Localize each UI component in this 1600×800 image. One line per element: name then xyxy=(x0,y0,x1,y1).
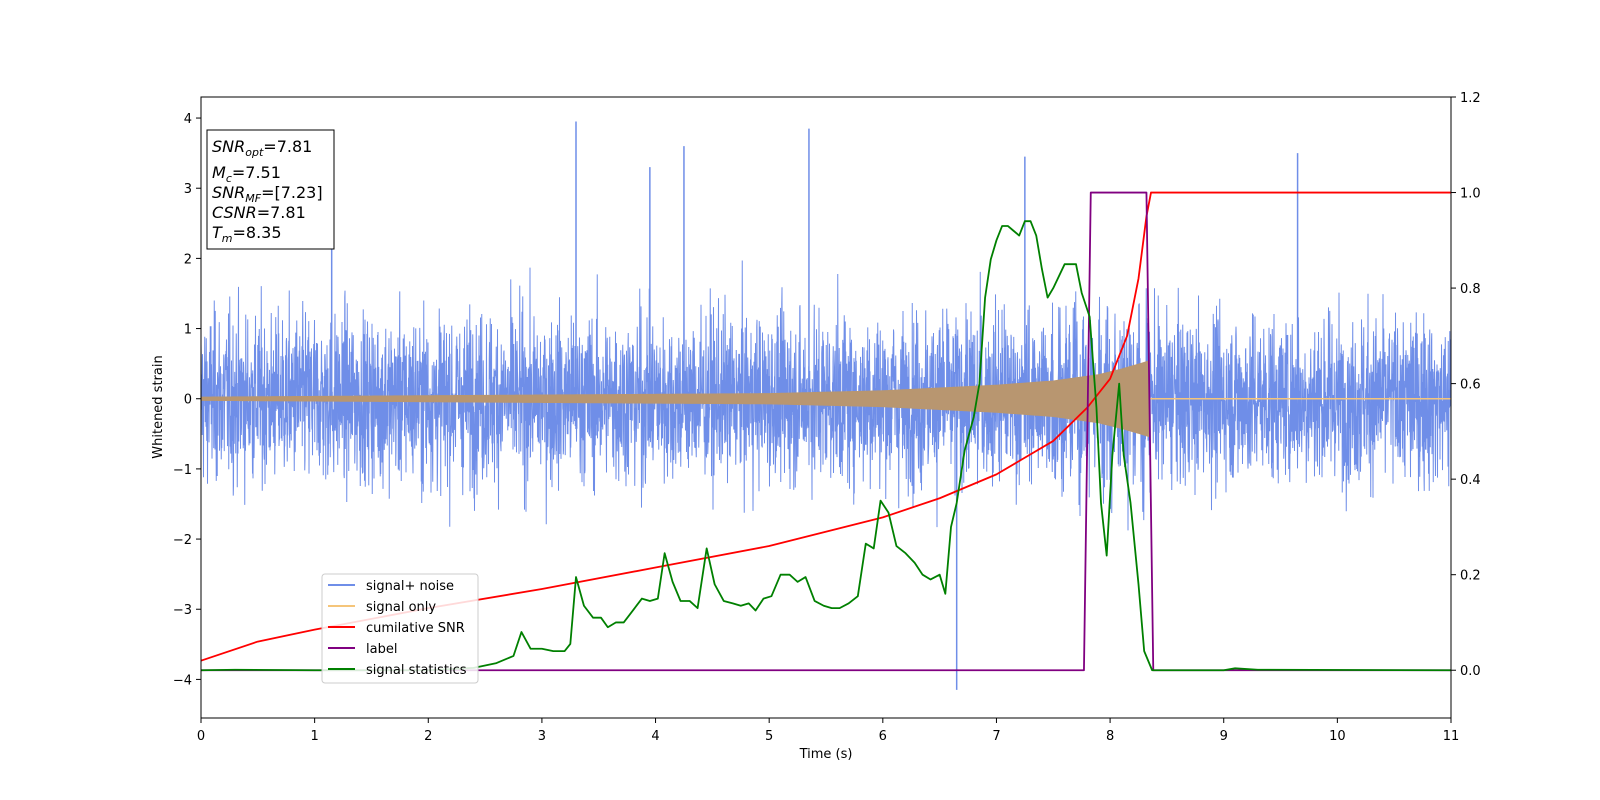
info-line: CSNR=7.81 xyxy=(212,203,306,222)
info-line: SNRMF=[7.23] xyxy=(212,183,323,205)
y-tick-label: 0 xyxy=(184,393,192,408)
y2-tick-label: 0.4 xyxy=(1460,473,1481,488)
x-tick-label: 7 xyxy=(992,729,1000,744)
x-tick-label: 8 xyxy=(1106,729,1114,744)
x-tick-label: 2 xyxy=(424,729,432,744)
y2-axis-ticks: 0.0 0.2 0.4 0.6 0.8 1.0 1.2 xyxy=(1451,91,1481,679)
y-tick-label: 3 xyxy=(184,182,192,197)
x-tick-label: 5 xyxy=(765,729,773,744)
x-tick-label: 11 xyxy=(1443,729,1460,744)
signal-layer xyxy=(201,360,1451,438)
info-box: SNRopt=7.81 Mc=7.51SNRMF=[7.23]CSNR=7.81T… xyxy=(206,129,335,250)
y-tick-label: 1 xyxy=(184,323,192,338)
y2-tick-label: 1.0 xyxy=(1460,187,1481,202)
series-line-signal-statistics xyxy=(201,220,1451,672)
y2-tick-label: 0.0 xyxy=(1460,664,1481,679)
legend-entry: cumilative SNR xyxy=(366,621,465,636)
y-tick-label: 2 xyxy=(184,252,192,267)
legend: signal+ noise signal only cumilative SNR la… xyxy=(321,573,479,684)
legend-entry: signal+ noise xyxy=(366,579,454,594)
y2-tick-label: 0.6 xyxy=(1460,378,1481,393)
info-line: Tm=8.35 xyxy=(212,223,282,245)
info-line: Mc=7.51 xyxy=(212,163,281,185)
x-tick-label: 9 xyxy=(1220,729,1228,744)
y2-tick-label: 0.8 xyxy=(1460,282,1481,297)
legend-entry: label xyxy=(366,642,397,657)
x-tick-label: 4 xyxy=(651,729,659,744)
y2-tick-label: 0.2 xyxy=(1460,569,1481,584)
x-tick-label: 0 xyxy=(197,729,205,744)
x-axis-label: Time (s) xyxy=(799,747,853,762)
legend-frame xyxy=(321,573,479,684)
y-tick-label: −1 xyxy=(173,463,192,478)
x-tick-label: 6 xyxy=(879,729,887,744)
y-tick-label: −3 xyxy=(173,603,192,618)
y2-tick-label: 1.2 xyxy=(1460,91,1481,106)
plot-area xyxy=(201,121,1451,690)
noise-spikes xyxy=(330,121,1299,690)
legend-entry: signal only xyxy=(366,600,436,615)
y-tick-label: 4 xyxy=(184,112,192,127)
y-axis-label: Whitened strain xyxy=(151,355,166,458)
info-line: SNRopt=7.81 xyxy=(212,137,312,159)
x-tick-label: 3 xyxy=(538,729,546,744)
y-tick-label: −2 xyxy=(173,533,192,548)
x-tick-label: 1 xyxy=(310,729,318,744)
x-axis-ticks: 0 1 2 3 4 5 6 7 8 9 10 11 xyxy=(197,718,1459,744)
signal-only-fill xyxy=(201,360,1150,438)
y-axis-ticks: −4 −3 −2 −1 0 1 2 3 4 xyxy=(173,112,201,688)
legend-entry: signal statistics xyxy=(366,663,467,678)
info-box-frame xyxy=(206,129,335,250)
plot-frame xyxy=(200,96,1452,719)
x-tick-label: 10 xyxy=(1329,729,1346,744)
y-tick-label: −4 xyxy=(173,673,192,688)
